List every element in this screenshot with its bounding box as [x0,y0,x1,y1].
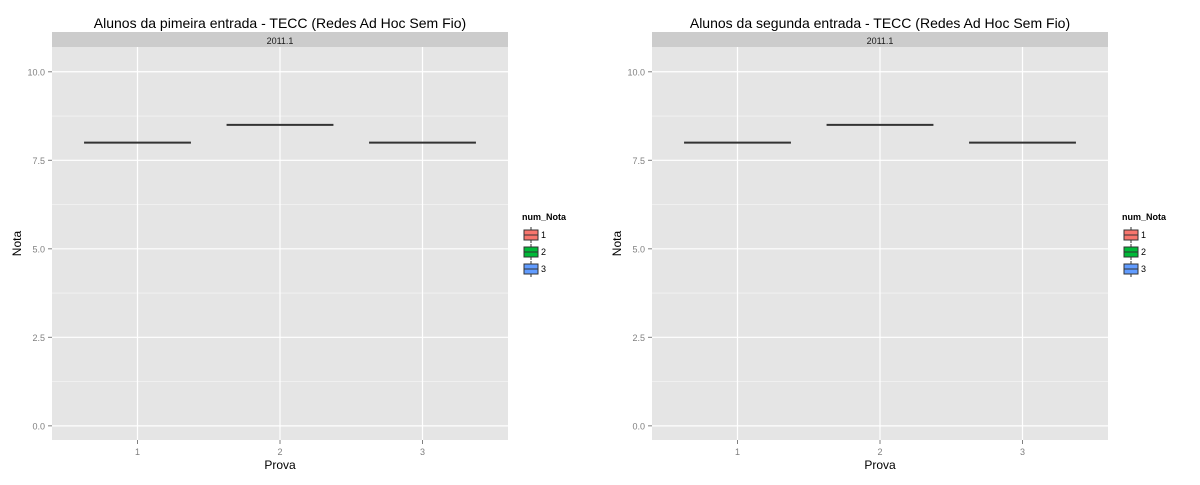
x-tick-label: 3 [420,447,425,457]
facet-strip [52,32,508,47]
facet-strip-label: 2011.1 [267,36,294,46]
x-tick-label: 3 [1020,447,1025,457]
legend-key-1: 1 [523,227,546,243]
legend-key-1: 1 [1123,227,1146,243]
y-tick-label: 2.5 [632,333,645,343]
facet-strip-label: 2011.1 [867,36,894,46]
legend-label: 2 [1141,247,1146,257]
chart-title: Alunos da segunda entrada - TECC (Redes … [690,15,1070,31]
y-axis-title: Nota [610,231,624,257]
legend-label: 1 [1141,230,1146,240]
legend-title: num_Nota [1122,212,1167,222]
x-axis-title: Prova [864,458,896,472]
y-axis-title: Nota [10,231,24,257]
legend-label: 1 [541,230,546,240]
y-tick-label: 0.0 [32,421,45,431]
legend: num_Nota 1 2 3 [1122,212,1167,277]
chart-panel-2: Alunos da segunda entrada - TECC (Redes … [610,15,1167,472]
legend-label: 3 [1141,264,1146,274]
legend-title: num_Nota [522,212,567,222]
legend-key-3: 3 [523,261,546,277]
x-tick-label: 2 [277,447,282,457]
x-tick-label: 2 [877,447,882,457]
y-tick-label: 5.0 [32,244,45,254]
x-tick-label: 1 [735,447,740,457]
y-tick-label: 10.0 [627,67,645,77]
chart-panel-1: Alunos da pimeira entrada - TECC (Redes … [10,15,567,472]
x-tick-label: 1 [135,447,140,457]
y-tick-label: 7.5 [632,156,645,166]
legend-key-2: 2 [1123,244,1146,260]
x-axis-title: Prova [264,458,296,472]
legend-label: 2 [541,247,546,257]
y-tick-label: 0.0 [632,421,645,431]
legend-key-3: 3 [1123,261,1146,277]
facet-strip [652,32,1108,47]
y-tick-label: 10.0 [27,67,45,77]
chart-title: Alunos da pimeira entrada - TECC (Redes … [94,15,466,31]
y-tick-label: 5.0 [632,244,645,254]
legend-label: 3 [541,264,546,274]
y-tick-label: 2.5 [32,333,45,343]
legend-key-2: 2 [523,244,546,260]
y-tick-label: 7.5 [32,156,45,166]
legend: num_Nota 1 2 3 [522,212,567,277]
